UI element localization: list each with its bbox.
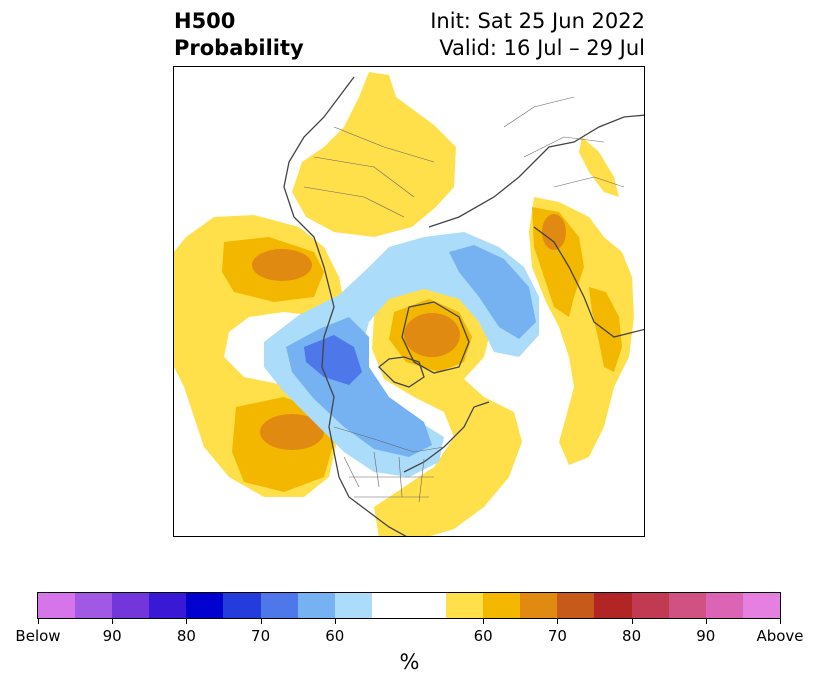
- colorbar-tick-mark: [557, 619, 559, 624]
- title-type: Probability: [174, 36, 304, 60]
- colorbar-tick-label: 60: [473, 627, 493, 645]
- colorbar-segment: [594, 593, 632, 618]
- map-title: H500 Probability: [174, 8, 304, 62]
- colorbar-tick-mark: [112, 619, 114, 624]
- colorbar-segment: [371, 593, 447, 618]
- colorbar-segment: [334, 593, 372, 618]
- colorbar: [37, 592, 781, 619]
- title-variable: H500: [174, 9, 236, 33]
- colorbar-tick-mark: [483, 619, 485, 624]
- colorbar-tick-mark: [260, 619, 262, 624]
- ural-ridge: [579, 137, 619, 197]
- init-date: Init: Sat 25 Jun 2022: [430, 9, 645, 33]
- map-canvas: [174, 72, 644, 536]
- pacific-max: [252, 249, 312, 281]
- greenland-max: [404, 313, 460, 357]
- colorbar-segment: [742, 593, 780, 618]
- colorbar-tick-label: Below: [15, 627, 61, 645]
- colorbar-segment: [38, 593, 76, 618]
- above-normal-70-layer: [252, 214, 566, 450]
- ural-core-65: [589, 287, 622, 372]
- colorbar-tick-label: 60: [325, 627, 345, 645]
- colorbar-segment: [446, 593, 484, 618]
- colorbar-tick-mark: [631, 619, 633, 624]
- us-canada-border: [333, 426, 445, 453]
- europe-borders: [503, 96, 625, 188]
- colorbar-tick-label: Above: [756, 627, 804, 645]
- colorbar-segment: [223, 593, 261, 618]
- europe-coast: [533, 226, 644, 338]
- asia-east-coast: [283, 76, 355, 218]
- colorbar-unit: %: [399, 650, 420, 674]
- colorbar-tick-mark: [334, 619, 336, 624]
- colorbar-tick-mark: [186, 619, 188, 624]
- colorbar-tick-label: 90: [102, 627, 122, 645]
- colorbar-segment: [75, 593, 113, 618]
- eurasia-coast: [428, 114, 644, 228]
- asia-borders: [303, 126, 435, 218]
- forecast-dates: Init: Sat 25 Jun 2022 Valid: 16 Jul – 29…: [430, 8, 645, 62]
- us-states: [343, 451, 434, 503]
- colorbar-segment: [557, 593, 595, 618]
- greenland-coast: [401, 301, 470, 374]
- colorbar-tick-label: 70: [251, 627, 271, 645]
- colorbar-segment: [631, 593, 669, 618]
- colorbar-segment: [297, 593, 335, 618]
- colorbar-segment: [112, 593, 150, 618]
- colorbar-segment: [705, 593, 743, 618]
- colorbar-segment: [668, 593, 706, 618]
- below-normal-70-layer: [304, 335, 362, 385]
- colorbar-segment: [483, 593, 521, 618]
- canada-ridge: [292, 72, 456, 237]
- borders: [303, 96, 625, 503]
- colorbar-segment: [260, 593, 298, 618]
- colorbar-tick-label: 80: [622, 627, 642, 645]
- colorbar-segment: [520, 593, 558, 618]
- aleutian-max: [260, 414, 324, 450]
- valid-range: Valid: 16 Jul – 29 Jul: [439, 36, 645, 60]
- colorbar-tick-label: 70: [547, 627, 567, 645]
- arctic-trough-65: [449, 245, 536, 339]
- colorbar-segment: [149, 593, 187, 618]
- probability-map: [173, 66, 645, 537]
- colorbar-tick-label: 90: [696, 627, 716, 645]
- siberia-max: [542, 214, 566, 250]
- colorbar-tick-mark: [705, 619, 707, 624]
- canada-trough-70: [304, 335, 362, 385]
- hudson-bay: [378, 356, 425, 388]
- north-america-coast: [293, 216, 407, 536]
- colorbar-tick-mark: [38, 619, 39, 624]
- colorbar-tick-label: 80: [176, 627, 196, 645]
- north-america-east-coast: [403, 401, 490, 473]
- colorbar-tick-mark: [780, 619, 781, 624]
- colorbar-segment: [186, 593, 224, 618]
- coastlines: [283, 76, 644, 536]
